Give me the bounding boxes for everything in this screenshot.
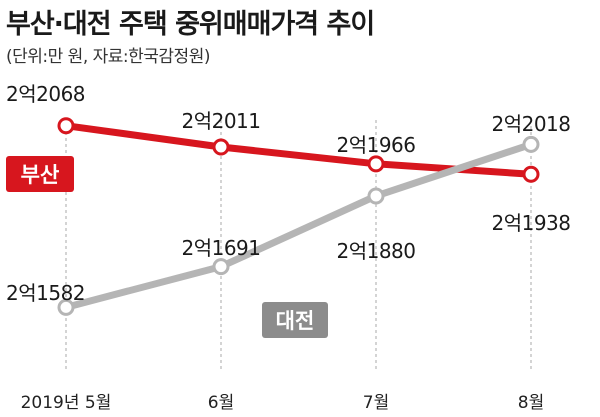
x-tick-label-3: 8월 — [518, 393, 544, 413]
x-tick-label-0: 2019년 5월 — [21, 393, 112, 413]
data-point-0-0 — [57, 117, 75, 135]
data-point-0-3 — [522, 165, 540, 183]
chart-title: 부산·대전 주택 중위매매가격 추이 — [6, 9, 375, 40]
data-label-1-2: 2억1880 — [336, 239, 415, 263]
data-point-1-2 — [367, 187, 385, 205]
legend-badge-1 — [262, 302, 328, 338]
x-tick-label-2: 7월 — [363, 393, 389, 413]
series-line-1 — [62, 140, 535, 311]
data-label-1-1: 2억1691 — [181, 236, 260, 260]
chart-subtitle: (단위:만 원, 자료:한국감정원) — [6, 47, 210, 67]
legend-label-1: 대전 — [276, 309, 315, 333]
data-label-1-3: 2억2018 — [491, 112, 570, 136]
legend-badge-0 — [6, 156, 74, 192]
data-point-1-1 — [212, 258, 230, 276]
data-label-1-0: 2억1582 — [6, 281, 85, 305]
legend-label-0: 부산 — [21, 163, 60, 187]
data-point-1-0 — [57, 298, 75, 316]
data-label-0-0: 2억2068 — [6, 82, 85, 106]
x-tick-label-1: 6월 — [208, 393, 234, 413]
data-point-0-1 — [212, 138, 230, 156]
data-label-0-3: 2억1938 — [491, 211, 570, 235]
data-point-1-3 — [522, 135, 540, 153]
data-point-0-2 — [367, 155, 385, 173]
data-label-0-2: 2억1966 — [336, 133, 415, 157]
data-label-0-1: 2억2011 — [181, 109, 260, 133]
